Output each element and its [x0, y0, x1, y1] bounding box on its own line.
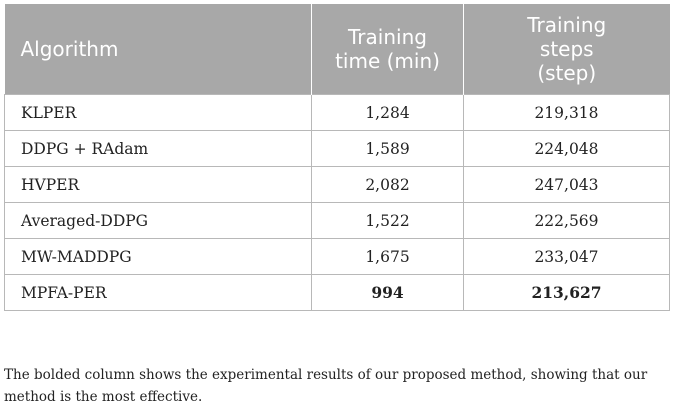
cell-algorithm: DDPG + RAdam	[4, 130, 312, 167]
header-training-steps: Training steps (step)	[463, 4, 670, 95]
header-training-steps-line-1: Training	[527, 13, 607, 37]
cell-training-time: 1,589	[311, 130, 464, 167]
header-training-steps-line-2: steps	[539, 37, 594, 61]
cell-algorithm: MW-MADDPG	[4, 238, 312, 275]
cell-training-steps: 219,318	[463, 94, 670, 131]
cell-algorithm: Averaged-DDPG	[4, 202, 312, 239]
cell-training-steps-bold: 213,627	[463, 274, 670, 311]
results-table-container: Algorithm Training time (min) Training s…	[4, 4, 670, 311]
cell-training-steps: 224,048	[463, 130, 670, 167]
table-footnote: The bolded column shows the experimental…	[4, 364, 669, 408]
table-header: Algorithm Training time (min) Training s…	[4, 4, 670, 95]
table-row: Averaged-DDPG 1,522 222,569	[4, 202, 670, 239]
header-row: Algorithm Training time (min) Training s…	[4, 4, 670, 95]
header-training-time: Training time (min)	[311, 4, 464, 95]
cell-algorithm: KLPER	[4, 94, 312, 131]
footnote-line-2: method is the most effective.	[4, 389, 203, 405]
header-training-time-line-2: time (min)	[335, 49, 440, 73]
table-row: KLPER 1,284 219,318	[4, 94, 670, 131]
table-row: HVPER 2,082 247,043	[4, 166, 670, 203]
header-algorithm-line: Algorithm	[20, 37, 119, 61]
cell-training-time: 1,522	[311, 202, 464, 239]
table-row: MW-MADDPG 1,675 233,047	[4, 238, 670, 275]
table-body: KLPER 1,284 219,318 DDPG + RAdam 1,589 2…	[4, 94, 670, 311]
cell-training-steps: 247,043	[463, 166, 670, 203]
footnote-line-1: The bolded column shows the experimental…	[4, 367, 648, 383]
cell-training-time: 1,284	[311, 94, 464, 131]
header-training-steps-line-3: (step)	[537, 61, 597, 85]
cell-training-steps: 233,047	[463, 238, 670, 275]
table-row: DDPG + RAdam 1,589 224,048	[4, 130, 670, 167]
cell-algorithm: HVPER	[4, 166, 312, 203]
cell-algorithm: MPFA-PER	[4, 274, 312, 311]
cell-training-time: 1,675	[311, 238, 464, 275]
cell-training-steps: 222,569	[463, 202, 670, 239]
results-table: Algorithm Training time (min) Training s…	[4, 4, 670, 311]
header-algorithm: Algorithm	[4, 4, 312, 95]
cell-training-time-bold: 994	[311, 274, 464, 311]
table-row-proposed-method: MPFA-PER 994 213,627	[4, 274, 670, 311]
header-training-time-line-1: Training	[348, 25, 427, 49]
cell-training-time: 2,082	[311, 166, 464, 203]
